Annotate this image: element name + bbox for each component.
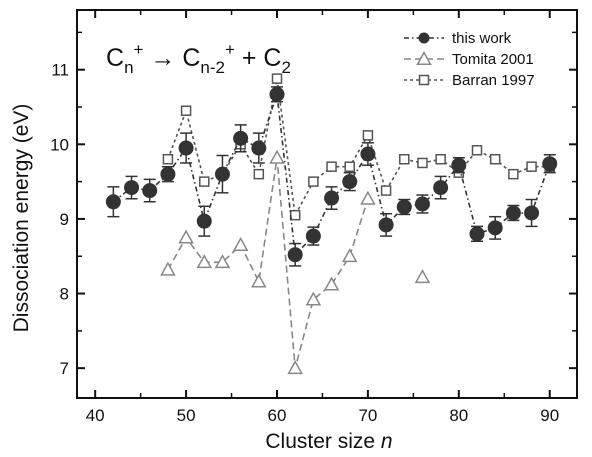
data-point [487,220,503,236]
data-point [287,360,303,375]
legend-label: Tomita 2001 [452,51,534,68]
legend-label: Barran 1997 [452,72,535,89]
data-point [414,269,431,284]
legend: this work Tomita 2001 Barran 1997 [404,30,535,89]
series-tomita-2001 [160,149,431,375]
data-point [271,73,283,84]
data-point [308,176,319,187]
data-point [232,236,249,251]
data-point [505,205,521,221]
x-tick-label: 90 [540,406,559,425]
ticks-layer: 40 50 60 70 80 90 7 8 9 10 11 [50,10,577,425]
data-point [196,254,213,269]
data-point [269,86,285,102]
x-tick-label: 40 [86,406,105,425]
data-point [287,247,303,263]
series-this-work [105,86,558,267]
x-axis-title-text: Cluster size [265,430,375,453]
y-tick-label: 10 [50,135,69,154]
series-line [112,94,551,257]
x-tick-label: 60 [268,406,287,425]
legend-label: this work [452,30,512,47]
data-point [289,209,301,221]
data-point [417,157,428,169]
data-point [508,168,519,180]
data-point [160,261,176,276]
data-point [362,130,374,141]
data-point [526,161,537,172]
data-point [360,190,376,205]
legend-marker [418,32,430,44]
y-axis-title: Dissociation energy (eV) [10,104,33,333]
data-point [178,229,194,244]
data-point [269,149,285,164]
data-point [178,140,194,156]
data-point [433,180,449,196]
data-point [469,226,485,242]
data-point [326,161,337,172]
legend-marker [418,74,430,86]
x-tick-label: 70 [358,406,377,425]
data-point [344,161,355,172]
series-barran-1997 [162,73,555,221]
data-point [305,291,322,306]
data-point [342,174,358,190]
data-point [180,105,192,116]
data-point [451,157,467,173]
data-point [105,194,121,210]
plot-frame-layer [76,9,578,399]
reaction-annotation: Cn+ → Cn-2+ + C2 [106,40,291,77]
data-point [489,153,501,165]
series-line [167,157,369,369]
data-point [142,183,158,199]
x-tick-label: 50 [177,406,196,425]
data-point [360,146,376,162]
legend-marker [416,50,432,65]
y-tick-label: 7 [60,359,69,378]
y-tick-label: 9 [60,210,69,229]
series-line [167,78,550,218]
data-point [378,217,394,233]
data-point [214,254,231,269]
data-point [471,145,483,156]
data-point [324,190,340,206]
x-axis-title-variable: n [381,430,393,453]
x-axis-title: Cluster size n [265,430,392,453]
data-point [399,153,410,165]
series-layer [105,73,558,375]
y-tick-label: 11 [51,61,69,80]
x-tick-label: 80 [449,406,468,425]
data-point [160,166,176,182]
data-point [199,176,210,187]
data-point [253,168,265,180]
data-point [305,228,321,244]
data-point [435,153,446,165]
data-point [124,180,140,196]
data-point [542,156,558,172]
data-point [380,185,392,196]
plot-frame [76,9,578,399]
data-point [323,276,340,291]
data-point [251,273,267,288]
data-point [414,196,430,212]
data-point [524,205,540,221]
data-point [396,199,412,215]
data-point [233,130,249,146]
data-point [162,153,174,165]
data-point [341,248,358,263]
data-point [214,166,230,182]
data-point [196,213,212,229]
data-point [251,140,267,156]
y-tick-label: 8 [60,285,69,304]
